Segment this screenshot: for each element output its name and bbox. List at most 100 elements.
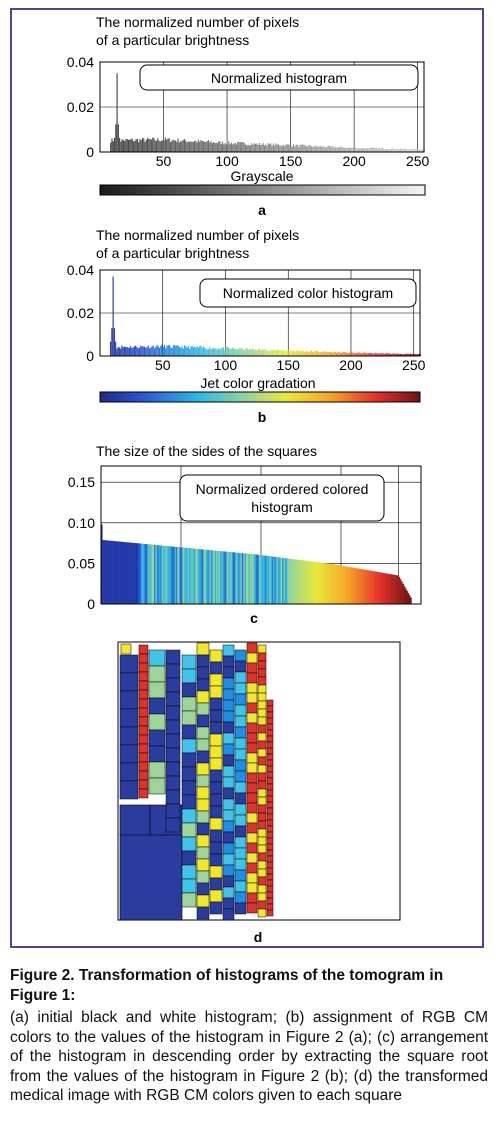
image-square: [196, 678, 210, 692]
image-square: [266, 741, 274, 749]
bar: [326, 563, 328, 604]
bar: [225, 144, 227, 152]
bar: [303, 144, 305, 152]
panel-c: The size of the sides of the squares Nor…: [68, 443, 422, 626]
bar: [250, 349, 252, 356]
bar: [341, 146, 343, 152]
bar: [271, 556, 274, 604]
bar: [221, 141, 224, 152]
bar: [367, 353, 369, 356]
image-square: [196, 690, 210, 704]
bar: [349, 147, 351, 152]
panel-d-squares: [119, 642, 274, 921]
bar: [179, 547, 182, 604]
image-square: [246, 802, 258, 814]
bar: [364, 569, 367, 604]
bar: [248, 553, 251, 604]
image-square: [222, 666, 235, 679]
bar: [327, 563, 329, 604]
bar: [385, 573, 388, 604]
bar: [236, 348, 238, 356]
bar: [163, 140, 165, 152]
image-square: [120, 643, 132, 655]
bar: [371, 570, 373, 604]
bar: [269, 351, 271, 356]
image-square: [234, 836, 247, 849]
bar: [420, 354, 422, 356]
bar: [316, 146, 318, 152]
bar: [255, 144, 257, 152]
bar: [166, 139, 168, 152]
bar: [305, 146, 307, 152]
bar: [359, 353, 361, 356]
image-square: [266, 771, 274, 779]
image-square: [148, 777, 166, 795]
bar: [305, 351, 307, 356]
panel-c-legend-line1: Normalized ordered colored: [196, 481, 369, 497]
bar: [338, 147, 341, 152]
bar: [320, 352, 322, 356]
bar: [192, 548, 195, 604]
bar: [125, 542, 128, 604]
image-square: [181, 878, 197, 894]
image-square: [196, 858, 210, 872]
bar: [126, 139, 128, 152]
bar: [146, 544, 148, 604]
image-square: [222, 688, 235, 701]
bar: [299, 144, 301, 152]
bar: [285, 558, 288, 604]
bar: [343, 148, 346, 152]
bar: [384, 353, 386, 356]
bar: [406, 353, 408, 356]
bar: [383, 353, 385, 356]
image-square: [257, 676, 267, 686]
bar: [129, 139, 131, 152]
bar: [278, 350, 280, 356]
bar: [224, 349, 226, 356]
bar: [215, 348, 217, 356]
bar: [328, 351, 330, 356]
image-square: [266, 825, 274, 833]
image-square: [234, 671, 247, 684]
bar: [300, 560, 302, 604]
image-square: [266, 903, 274, 911]
bar: [404, 353, 407, 356]
panel-b-xticks: 50 100 150 200 250: [155, 357, 426, 373]
image-square: [209, 769, 223, 783]
bar: [192, 347, 194, 356]
image-square: [246, 742, 258, 754]
bar: [325, 351, 328, 356]
bar: [199, 141, 201, 152]
bar: [215, 143, 217, 152]
bar: [278, 557, 280, 604]
image-square: [138, 671, 149, 682]
bar: [418, 354, 420, 356]
bar: [280, 145, 282, 152]
bar: [247, 553, 249, 604]
image-square: [257, 692, 267, 702]
bar: [248, 145, 250, 152]
bar: [322, 352, 324, 356]
image-square: [257, 812, 267, 822]
bar: [340, 353, 343, 356]
bar: [271, 145, 273, 152]
image-square: [257, 644, 267, 654]
bar: [366, 570, 368, 604]
bar: [404, 588, 407, 604]
image-square: [257, 780, 267, 790]
bar: [112, 141, 114, 152]
bar: [191, 141, 193, 152]
image-square: [266, 819, 274, 827]
bar: [187, 548, 190, 604]
bar: [165, 545, 168, 604]
image-square: [234, 781, 247, 794]
image-square: [257, 820, 267, 830]
bar: [106, 540, 108, 604]
bar: [205, 141, 207, 152]
bar: [402, 583, 404, 604]
bar: [178, 547, 181, 604]
image-square: [234, 715, 247, 728]
image-square: [246, 702, 258, 714]
image-square: [165, 747, 181, 763]
image-square: [222, 820, 235, 833]
